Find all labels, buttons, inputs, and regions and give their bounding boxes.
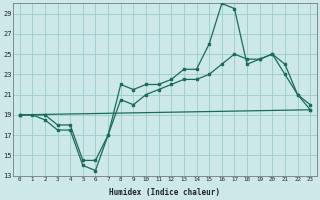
X-axis label: Humidex (Indice chaleur): Humidex (Indice chaleur) (109, 188, 220, 197)
